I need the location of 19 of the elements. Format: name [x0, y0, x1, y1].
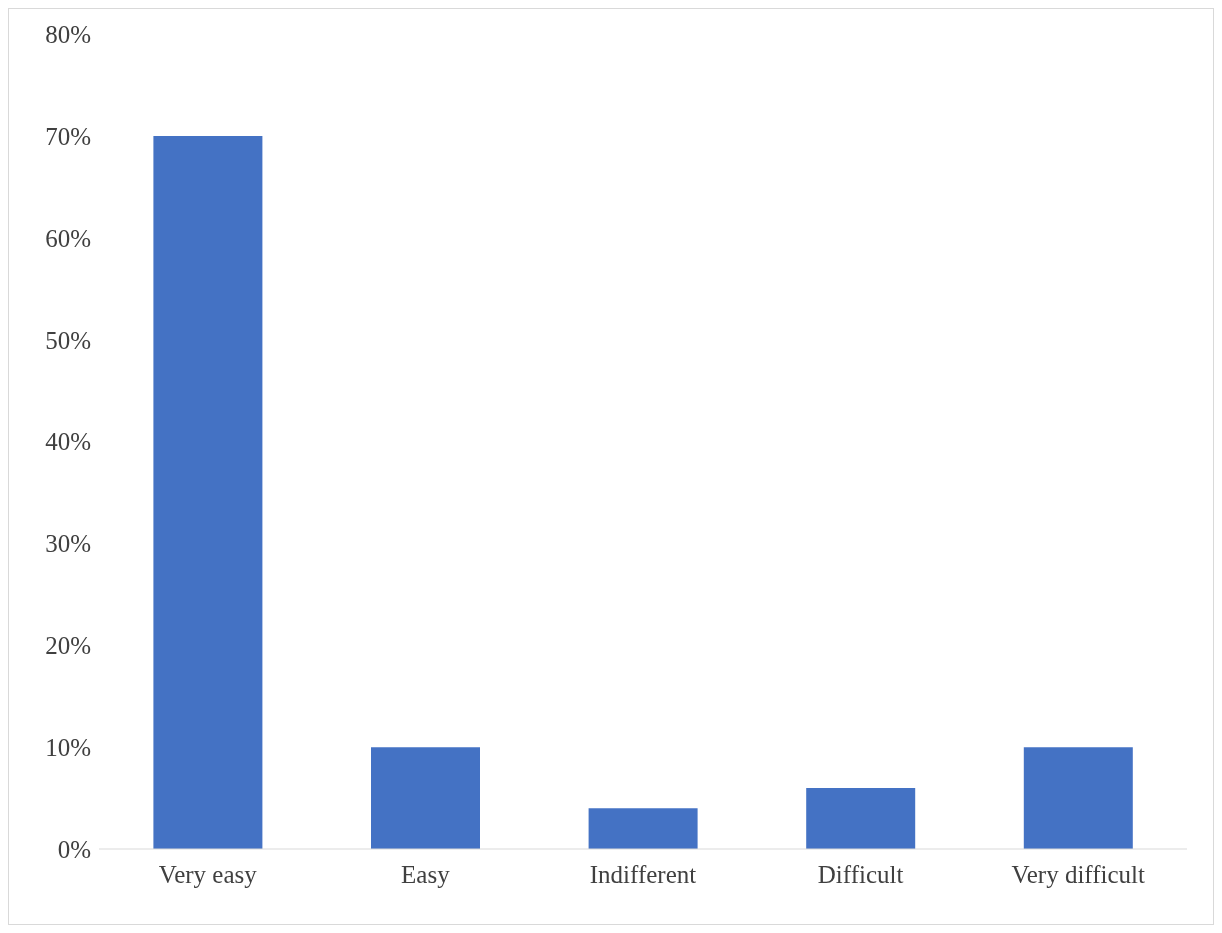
y-tick-label: 10%: [45, 734, 91, 761]
y-tick-label: 60%: [45, 224, 91, 252]
y-tick-label: 40%: [45, 428, 91, 456]
y-tick-label: 20%: [45, 632, 91, 660]
y-tick-label: 30%: [45, 530, 91, 558]
x-tick-label: Very easy: [158, 860, 258, 888]
x-tick-label: Indifferent: [589, 860, 697, 888]
y-tick-label: 70%: [45, 122, 91, 150]
y-tick-label: 80%: [45, 20, 91, 48]
bar: [588, 808, 698, 849]
bar: [153, 135, 263, 849]
x-tick-label: Easy: [401, 860, 451, 888]
bar: [371, 747, 480, 849]
y-tick-label: 0%: [57, 835, 91, 863]
y-tick-label: 50%: [45, 326, 91, 354]
x-tick-label: Difficult: [817, 860, 904, 888]
bar: [1023, 747, 1133, 849]
x-tick-label: Very difficult: [1011, 860, 1146, 888]
bar: [806, 787, 916, 849]
